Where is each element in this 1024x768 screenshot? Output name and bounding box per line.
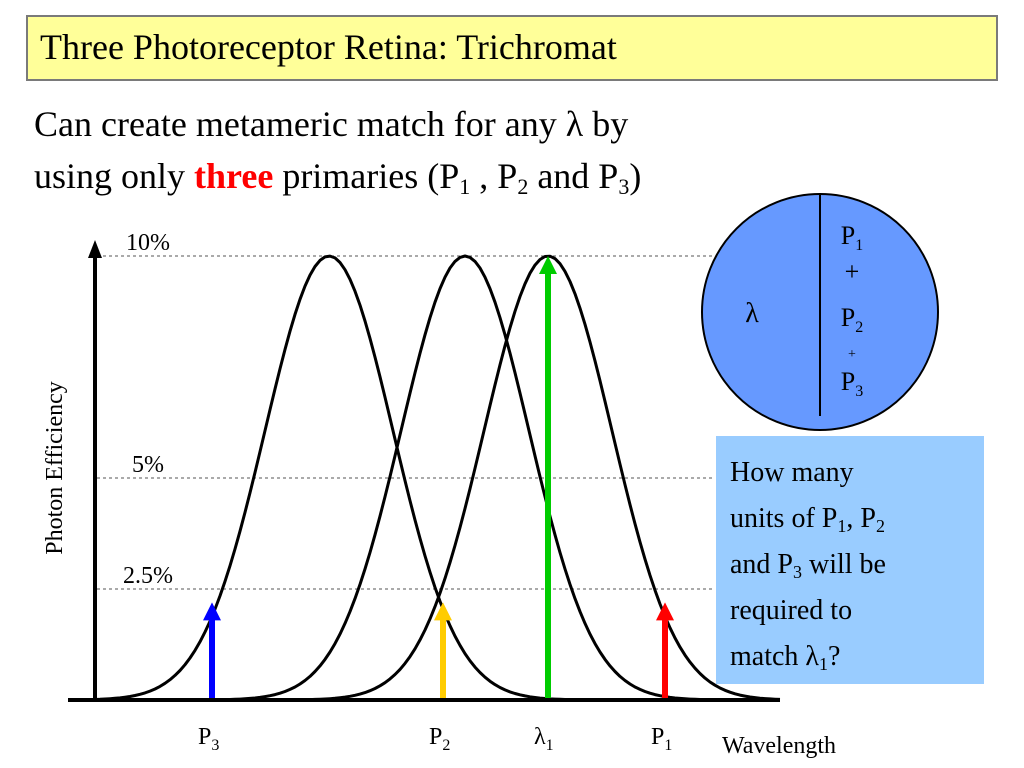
circle-lambda: λ: [745, 298, 759, 329]
circle-item-base: +: [845, 257, 860, 286]
y-tick-label: 5%: [132, 452, 164, 478]
subtitle-line1-a: Can create metameric match for any: [34, 104, 566, 144]
circle-item-sub: 2: [855, 319, 863, 336]
x-axis-label: Wavelength: [722, 733, 836, 759]
sensitivity-curve-3: [95, 254, 781, 702]
circle-item-base: P: [841, 221, 855, 250]
y-axis-arrowhead: [88, 240, 102, 258]
circle-primary-label: P3: [841, 367, 863, 400]
subtitle-line2-a: using only: [34, 156, 195, 196]
marker-arrowhead-1: [203, 602, 221, 621]
circle-item-sub: 3: [855, 383, 863, 400]
marker-label: P3: [198, 724, 219, 754]
marker-label-base: P: [429, 724, 442, 750]
marker-label-base: P: [651, 724, 664, 750]
question-line3-b: will be: [802, 549, 886, 580]
sensitivity-curve-1: [94, 254, 780, 702]
subtitle-line2-b: primaries (P: [273, 156, 460, 196]
question-line2-a: units of P: [730, 503, 838, 534]
marker-label-sub: 1: [546, 737, 554, 754]
question-line4: required to: [730, 595, 853, 626]
circle-item-base: P: [841, 303, 855, 332]
circle-item-sub: 1: [855, 237, 863, 254]
y-tick-label: 10%: [126, 230, 170, 256]
question-sub3: 3: [793, 562, 802, 582]
marker-label-sub: 3: [211, 737, 219, 754]
highlight-three: three: [194, 156, 274, 196]
subtitle-line2-e: ): [629, 156, 642, 196]
subtitle: Can create metameric match for any λ by …: [34, 98, 814, 202]
subtitle-line1-b: by: [583, 104, 629, 144]
circle-item-base: P: [841, 367, 855, 396]
question-sub2: 2: [875, 516, 885, 536]
marker-arrowhead-3: [539, 256, 557, 274]
marker-label: P2: [429, 724, 450, 754]
y-axis-label: Photon Efficiency: [42, 381, 68, 555]
question-line5-b: ?: [828, 641, 841, 672]
title-box: Three Photoreceptor Retina: Trichromat: [26, 15, 998, 81]
marker-label-base: λ: [534, 724, 546, 750]
question-line5-a: match λ: [730, 641, 819, 672]
question-sub1: 1: [837, 516, 847, 536]
question-line2-b: , P: [846, 503, 876, 534]
subtitle-sub2: 2: [517, 174, 529, 199]
circle-primary-label: P2: [841, 303, 863, 336]
subtitle-sub1: 1: [459, 174, 471, 199]
subtitle-lambda: λ: [565, 104, 584, 144]
subtitle-line2-d: and P: [528, 156, 619, 196]
subtitle-line2-c: , P: [470, 156, 518, 196]
marker-label-sub: 2: [442, 737, 450, 754]
question-box: How many units of P1, P2 and P3 will be …: [716, 436, 984, 684]
circle-plus-sign: +: [848, 347, 856, 362]
slide-title: Three Photoreceptor Retina: Trichromat: [40, 27, 617, 67]
marker-label: λ1: [534, 724, 554, 754]
circle-plus-sign: +: [845, 257, 860, 286]
marker-label-base: P: [198, 724, 211, 750]
marker-label: P1: [651, 724, 672, 754]
marker-label-sub: 1: [664, 737, 672, 754]
circle-primary-label: P1: [841, 221, 863, 254]
marker-arrowhead-4: [656, 602, 674, 621]
circle-item-base: +: [848, 347, 856, 362]
marker-arrowhead-2: [434, 602, 452, 621]
question-sub-lambda: 1: [819, 654, 828, 674]
question-line1: How many: [730, 457, 854, 488]
y-tick-label: 2.5%: [123, 563, 173, 589]
subtitle-sub3: 3: [618, 174, 630, 199]
sensitivity-curve-2: [95, 254, 780, 702]
question-line3-a: and P: [730, 549, 793, 580]
